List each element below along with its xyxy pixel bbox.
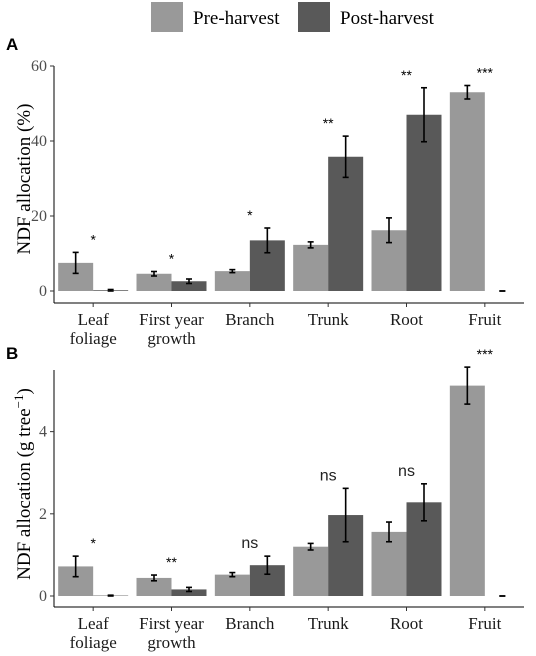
panel-b-significance-label: ** xyxy=(166,554,177,570)
panel-b-x-tick-label: Fruit xyxy=(468,614,501,633)
panel-a-significance-label: ** xyxy=(401,67,412,83)
panel-a-x-tick-label: Fruit xyxy=(468,310,501,329)
panel-b-bar-pre xyxy=(214,574,250,596)
panel-a-y-axis-label: NDF allocation (%) xyxy=(14,104,35,255)
panel-a-significance-label: * xyxy=(247,207,253,223)
panel-b-x-tick-label: Root xyxy=(390,614,423,633)
panel-b-bar-pre xyxy=(136,577,172,596)
panel-a-bar-post xyxy=(406,114,442,291)
panel-a-x-tick-label: Trunk xyxy=(308,310,349,329)
panel-a-x-tick-label: Leaf xyxy=(78,310,109,329)
panel-b-y-tick-label: 4 xyxy=(39,424,47,441)
panel-a-bar-pre xyxy=(214,271,250,291)
panel-a-bar-pre xyxy=(293,244,329,291)
panel-a-bar-post xyxy=(328,156,364,291)
panel-a-y-tick-label: 0 xyxy=(39,283,47,300)
panel-a-letter: A xyxy=(6,35,18,54)
panel-b-x-tick-label: Leaf xyxy=(78,614,109,633)
panel-a-bar-pre xyxy=(136,273,172,291)
panel-b-significance-label: ns xyxy=(241,535,258,552)
panel-b-bar-post xyxy=(171,589,207,596)
panel-b-y-axis-label: NDF allocation (g tree−1) xyxy=(11,388,36,580)
panel-a-y-tick-label: 40 xyxy=(31,133,47,150)
panel-a-x-tick-label: Branch xyxy=(225,310,275,329)
panel-b-significance-label: ns xyxy=(320,467,337,484)
panel-b-x-tick-label: Trunk xyxy=(308,614,349,633)
panel-b-x-tick-label: growth xyxy=(147,633,196,652)
legend-label-post-harvest: Post-harvest xyxy=(340,8,435,29)
legend-label-pre-harvest: Pre-harvest xyxy=(193,8,280,29)
panel-b-bar-pre xyxy=(371,531,407,596)
panel-a-bar-post xyxy=(171,281,207,291)
panel-a-significance-label: * xyxy=(169,251,175,267)
panel-a-significance-label: ** xyxy=(323,115,334,131)
panel-a-significance-label: *** xyxy=(477,65,494,81)
panel-a-y-tick-label: 20 xyxy=(31,208,47,225)
panel-b-significance-label: * xyxy=(90,535,96,551)
panel-b-x-tick-label: First year xyxy=(139,614,204,633)
legend: Pre-harvest Post-harvest xyxy=(151,2,435,32)
panel-b-y-axis-label-sup: −1 xyxy=(11,395,26,409)
panel-b-bar-pre xyxy=(449,385,485,596)
panel-a-y-tick-label: 60 xyxy=(31,58,47,75)
panel-a-bar-pre xyxy=(449,92,485,291)
panel-b-y-axis-label-main: NDF allocation (g tree xyxy=(14,408,35,579)
panel-b-y-tick-label: 0 xyxy=(39,588,47,605)
panel-b-x-tick-label: Branch xyxy=(225,614,275,633)
panel-a-x-tick-label: First year xyxy=(139,310,204,329)
panel-b-bar-pre xyxy=(293,546,329,596)
legend-swatch-post-harvest xyxy=(298,2,330,32)
panel-b-significance-label: ns xyxy=(398,463,415,480)
panel-a-x-tick-label: Root xyxy=(390,310,423,329)
panel-b-y-axis-label-end: ) xyxy=(14,388,35,394)
panel-b-x-tick-label: foliage xyxy=(70,633,117,652)
panel-a-x-tick-label: growth xyxy=(147,329,196,348)
legend-swatch-pre-harvest xyxy=(151,2,183,32)
panel-b-significance-label: *** xyxy=(477,346,494,362)
panel-b-y-tick-label: 2 xyxy=(39,506,47,523)
panel-a-x-tick-label: foliage xyxy=(70,329,117,348)
panel-b-chart: B NDF allocation (g tree−1) 0 2 4 Leaffolia… xyxy=(6,344,524,652)
panel-a-significance-label: * xyxy=(90,231,96,247)
panel-b-letter: B xyxy=(6,344,18,363)
